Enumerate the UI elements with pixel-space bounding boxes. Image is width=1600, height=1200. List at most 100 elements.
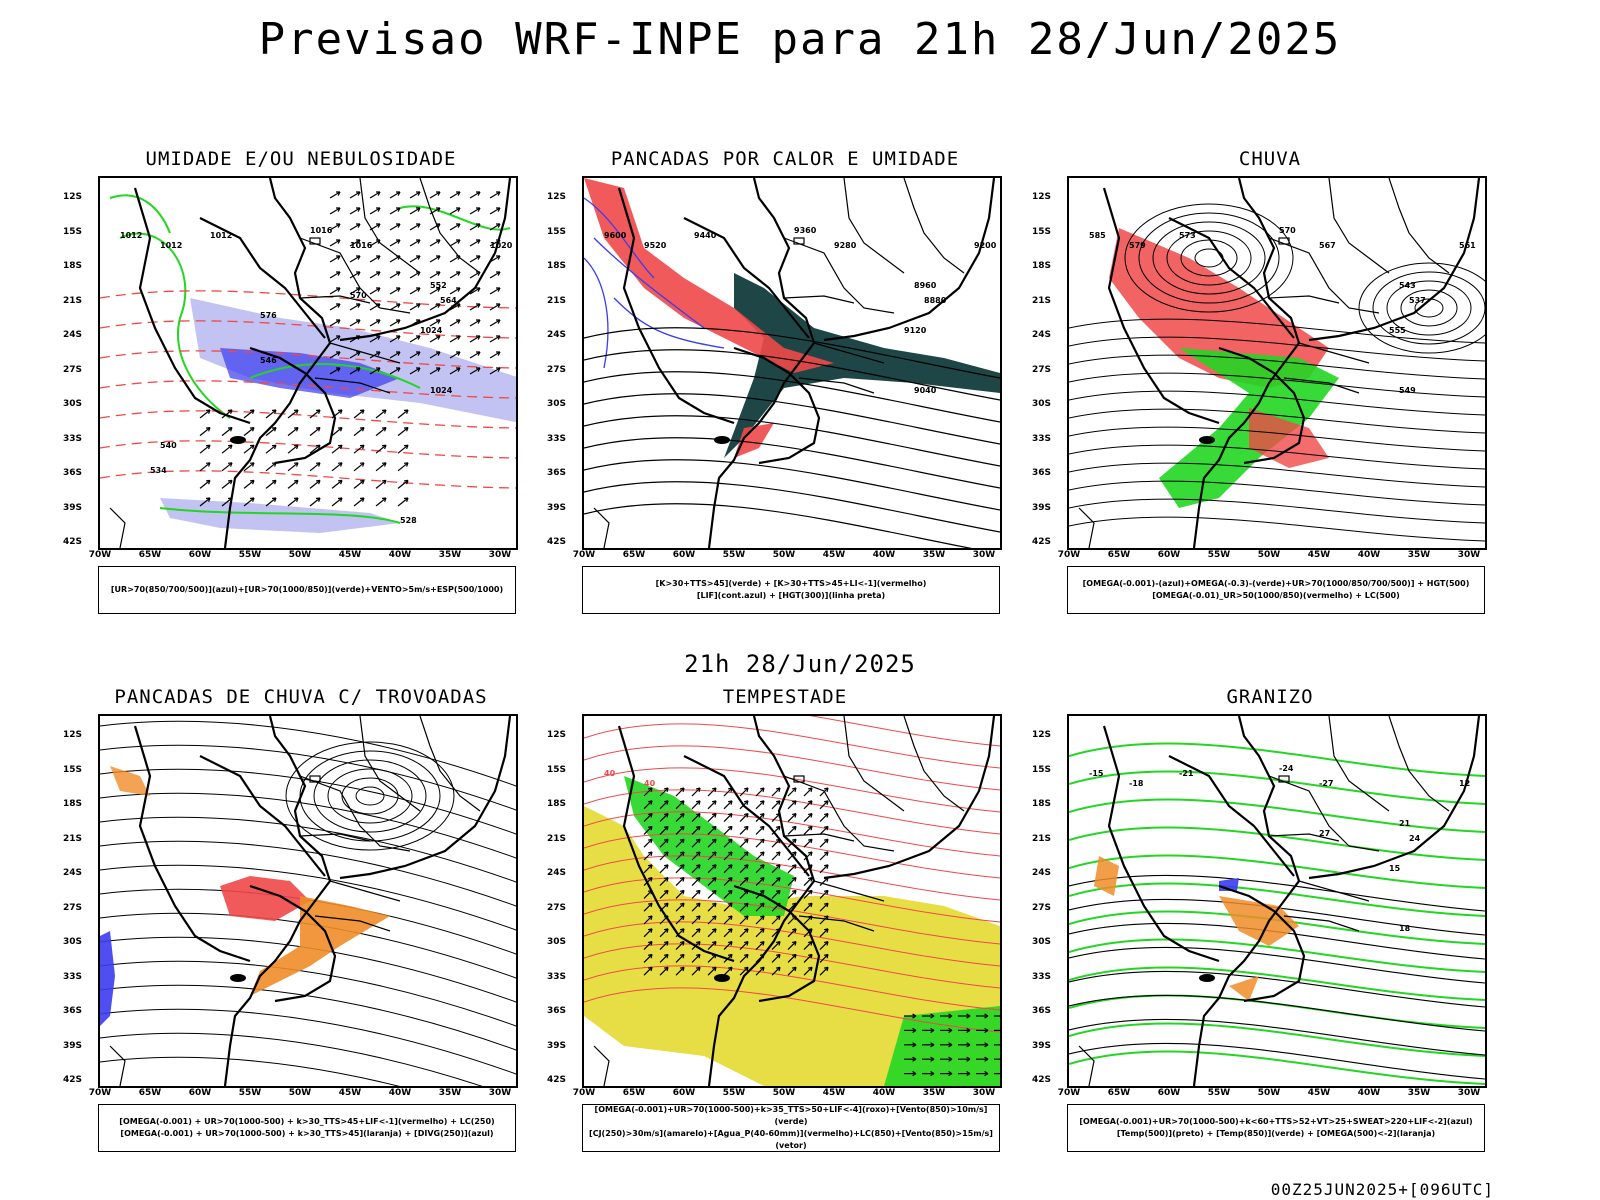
- lon-tick-label: 35W: [438, 1088, 462, 1098]
- lat-tick-label: 39S: [1031, 502, 1051, 513]
- legend-line: [OMEGA(-0.001) + UR>70(1000-500) + k>30_…: [120, 1129, 494, 1138]
- contour-label: 8960: [914, 281, 937, 290]
- longitude-axis: 70W 65W 60W 55W 50W 45W 40W 35W 30W: [573, 1088, 1002, 1102]
- lon-tick-label: 60W: [1157, 550, 1181, 560]
- legend-tempestade: [OMEGA(-0.001)+UR>70(1000-500)+k>35_TTS>…: [582, 1104, 1000, 1152]
- base-map-lines: [109, 716, 512, 1086]
- humidity-blue: [220, 348, 400, 398]
- contour-label: -15: [1089, 769, 1104, 778]
- lon-tick-label: 40W: [1357, 550, 1381, 560]
- lon-tick-label: 50W: [1257, 1088, 1281, 1098]
- lat-tick-label: 24S: [546, 330, 566, 340]
- lon-tick-label: 65W: [1107, 550, 1131, 560]
- contour-label: 537: [1409, 296, 1426, 305]
- map-tempestade: 40 40: [582, 714, 1002, 1088]
- lon-tick-label: 65W: [1107, 1088, 1131, 1098]
- base-map-lines: [593, 716, 996, 1086]
- lat-tick-label: 18S: [546, 261, 566, 271]
- panel-pancadas-calor: PANCADAS POR CALOR E UMIDADE 9600 9520 9440…: [547, 148, 1002, 618]
- contour-label: 24: [1409, 834, 1421, 843]
- lat-tick-label: 39S: [62, 502, 82, 513]
- map-canvas: [100, 716, 516, 1086]
- contour-label: 9440: [694, 231, 717, 240]
- lat-tick-label: 27S: [546, 364, 566, 375]
- map-canvas: 40 40: [584, 716, 1000, 1086]
- lon-tick-label: 60W: [1157, 1088, 1181, 1098]
- panel-pancadas-trovoadas: PANCADAS DE CHUVA C/ TROVOADAS 12S 15S 18S 2…: [63, 686, 518, 1156]
- lat-tick-label: 36S: [1031, 468, 1051, 478]
- lat-tick-label: 18S: [1031, 261, 1051, 271]
- lat-tick-label: 33S: [546, 971, 566, 982]
- lat-tick-label: 39S: [546, 502, 566, 513]
- contour-label: 543: [1399, 281, 1416, 290]
- lon-tick-label: 35W: [922, 550, 946, 560]
- lon-tick-label: 40W: [872, 1088, 896, 1098]
- contour-label: 570: [1279, 226, 1296, 235]
- lat-tick-label: 24S: [62, 330, 82, 340]
- contour-label: 1020: [490, 241, 513, 250]
- lon-tick-label: 40W: [388, 550, 412, 560]
- lon-tick-label: 55W: [238, 550, 262, 560]
- lat-tick-label: 42S: [546, 537, 566, 547]
- lon-tick-label: 70W: [1057, 1088, 1081, 1098]
- lat-tick-label: 39S: [546, 1040, 566, 1051]
- lon-tick-label: 60W: [672, 1088, 696, 1098]
- contour-label: 9040: [914, 386, 937, 395]
- lat-tick-label: 30S: [1031, 399, 1051, 409]
- panel-title-pancadas-trovoadas: PANCADAS DE CHUVA C/ TROVOADAS: [114, 686, 488, 708]
- forecast-time-label: 21h 28/Jun/2025: [684, 650, 916, 678]
- longitude-axis: 70W 65W 60W 55W 50W 45W 40W 35W 30W: [1058, 1088, 1487, 1102]
- lat-tick-label: 36S: [546, 468, 566, 478]
- lat-tick-label: 39S: [62, 1040, 82, 1051]
- lon-tick-label: 45W: [822, 550, 846, 560]
- humidity-green-contours: [109, 194, 511, 524]
- thunder-orange-north: [110, 766, 150, 796]
- lon-tick-label: 55W: [722, 550, 746, 560]
- contour-label: 40: [604, 769, 616, 778]
- legend-chuva: [OMEGA(-0.001)-(azul)+OMEGA(-0.3)-(verde…: [1067, 566, 1485, 614]
- omega500-orange-south: [1229, 976, 1259, 1001]
- contour-label: 576: [260, 311, 277, 320]
- contour-label: 552: [430, 281, 447, 290]
- lat-tick-label: 27S: [62, 364, 82, 375]
- lon-tick-label: 65W: [622, 550, 646, 560]
- lat-tick-label: 27S: [62, 902, 82, 913]
- lat-tick-label: 24S: [62, 868, 82, 878]
- contour-label: 570: [350, 291, 367, 300]
- legend-pancadas-trovoadas: [OMEGA(-0.001) + UR>70(1000-500) + k>30_…: [98, 1104, 516, 1152]
- lat-tick-label: 30S: [546, 399, 566, 409]
- lat-tick-label: 27S: [1031, 902, 1051, 913]
- panel-title-tempestade: TEMPESTADE: [722, 686, 848, 708]
- lat-tick-label: 18S: [1031, 799, 1051, 809]
- contour-label: 1012: [120, 231, 142, 240]
- lat-tick-label: 15S: [62, 226, 82, 237]
- map-umidade: 1012 1012 1012 1016 1016 1020 1024 1024 552 564 57…: [98, 176, 518, 550]
- lat-tick-label: 42S: [62, 1075, 82, 1085]
- map-canvas: 585 579 573 570 567 561 555 549 543 537: [1069, 178, 1485, 548]
- contour-label: 27: [1319, 829, 1330, 838]
- lon-tick-label: 40W: [1357, 1088, 1381, 1098]
- contour-label: 1016: [350, 241, 373, 250]
- thunder-red: [220, 876, 310, 921]
- lat-tick-label: 12S: [1031, 192, 1051, 202]
- map-canvas: 1012 1012 1012 1016 1016 1020 1024 1024 552 564 57…: [100, 178, 516, 548]
- lat-tick-label: 36S: [546, 1006, 566, 1016]
- hgt300-contours: [584, 327, 1000, 548]
- legend-line: [K>30+TTS>45](verde) + [K>30+TTS>45+LI<-…: [655, 579, 927, 588]
- lat-tick-label: 21S: [62, 833, 82, 844]
- divg-blue: [100, 931, 115, 1026]
- lat-tick-label: 24S: [546, 868, 566, 878]
- lon-tick-label: 50W: [288, 550, 312, 560]
- lat-tick-label: 18S: [546, 799, 566, 809]
- lat-tick-label: 39S: [1031, 1040, 1051, 1051]
- lat-tick-label: 42S: [62, 537, 82, 547]
- lat-tick-label: 21S: [546, 295, 566, 306]
- hgt500-high: [1358, 262, 1485, 354]
- contour-label: 534: [150, 466, 167, 475]
- lat-tick-label: 42S: [546, 1075, 566, 1085]
- wind-vectors-south: [199, 409, 409, 507]
- base-map-lines: [593, 178, 996, 548]
- lat-tick-label: 33S: [546, 433, 566, 444]
- lon-tick-label: 50W: [772, 550, 796, 560]
- lon-tick-label: 30W: [488, 1088, 512, 1098]
